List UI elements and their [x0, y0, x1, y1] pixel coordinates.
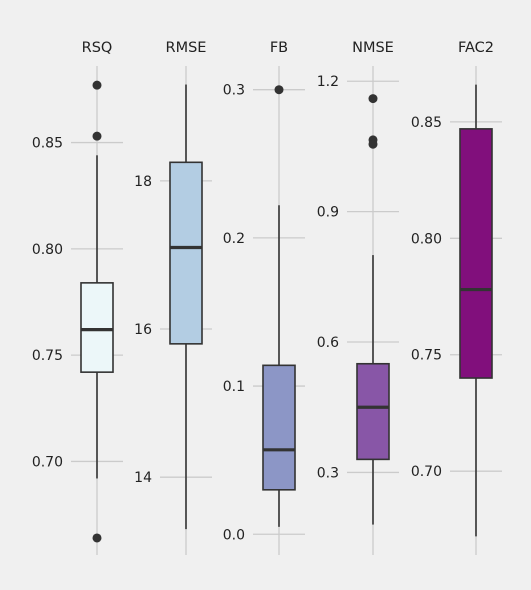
- y-tick-label: 18: [134, 174, 152, 190]
- panel-rmse: RMSE 14 16 18: [134, 40, 212, 555]
- y-tick-label: 0.75: [411, 348, 442, 364]
- panel-title-fac2: FAC2: [458, 40, 494, 56]
- iqr-box: [262, 364, 296, 491]
- panel-nmse: NMSE 0.3 0.6 0.9 1.2: [317, 40, 399, 555]
- y-tick-label: 14: [134, 470, 152, 486]
- iqr-box: [169, 161, 203, 345]
- y-tick-label: 0.70: [32, 454, 63, 470]
- iqr-box: [80, 282, 114, 373]
- outlier-point: [92, 131, 102, 141]
- y-tick-label: 0.85: [411, 115, 442, 131]
- y-tick-label: 0.0: [223, 527, 245, 543]
- outlier-point: [274, 85, 284, 95]
- y-tick-label: 0.70: [411, 464, 442, 480]
- iqr-box: [459, 128, 493, 379]
- panel-fac2: FAC2 0.70 0.75 0.80 0.85: [411, 40, 502, 555]
- iqr-box: [356, 362, 390, 461]
- panel-title-rsq: RSQ: [82, 40, 113, 56]
- y-tick-label: 0.80: [411, 231, 442, 247]
- y-tick-label: 16: [134, 322, 152, 338]
- panel-title-nmse: NMSE: [352, 40, 394, 56]
- panel-title-rmse: RMSE: [166, 40, 207, 56]
- y-tick-label: 0.2: [223, 231, 245, 247]
- y-tick-label: 0.9: [317, 205, 339, 221]
- y-tick-label: 0.6: [317, 335, 339, 351]
- y-tick-label: 0.80: [32, 242, 63, 258]
- y-tick-label: 0.75: [32, 348, 63, 364]
- outlier-point: [92, 80, 102, 90]
- outlier-point: [368, 139, 378, 149]
- panel-rsq: RSQ 0.70 0.75 0.80 0.85: [32, 40, 123, 555]
- y-tick-label: 0.3: [223, 83, 245, 99]
- y-tick-label: 1.2: [317, 74, 339, 90]
- y-tick-label: 0.3: [317, 465, 339, 481]
- y-tick-label: 0.85: [32, 136, 63, 152]
- panel-fb: FB 0.0 0.1 0.2 0.3: [223, 40, 305, 555]
- outlier-point: [368, 94, 378, 104]
- y-tick-label: 0.1: [223, 379, 245, 395]
- outlier-point: [92, 533, 102, 543]
- panel-title-fb: FB: [270, 40, 288, 56]
